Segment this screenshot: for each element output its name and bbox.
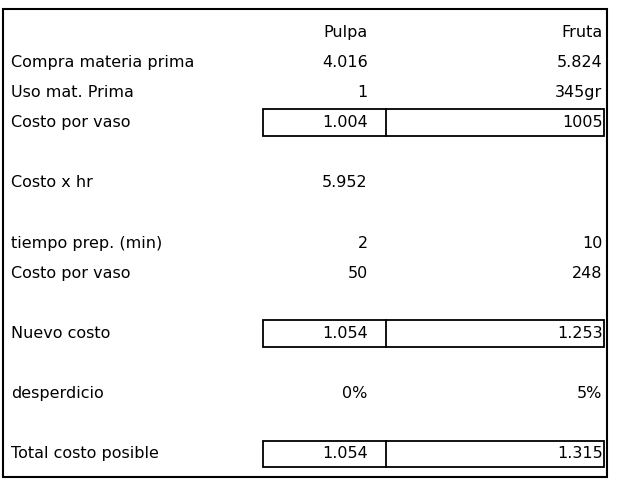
Bar [263,109,604,136]
Text: Pulpa: Pulpa [323,25,368,39]
Text: 1.054: 1.054 [322,447,368,461]
Text: Costo por vaso: Costo por vaso [11,115,130,130]
Text: Fruta: Fruta [561,25,603,39]
Text: 50: 50 [347,266,368,280]
Bar [263,320,604,347]
Text: Uso mat. Prima: Uso mat. Prima [11,85,134,100]
Text: 345gr: 345gr [556,85,603,100]
Text: 1.004: 1.004 [322,115,368,130]
Text: tiempo prep. (min): tiempo prep. (min) [11,236,163,250]
Text: desperdicio: desperdicio [11,386,104,401]
Text: Compra materia prima: Compra materia prima [11,55,195,69]
Text: 5.824: 5.824 [557,55,603,69]
Text: 1.054: 1.054 [322,326,368,341]
Text: 10: 10 [582,236,603,250]
Text: 5.952: 5.952 [322,175,368,190]
Text: Costo x hr: Costo x hr [11,175,93,190]
Text: Costo por vaso: Costo por vaso [11,266,130,280]
Text: Nuevo costo: Nuevo costo [11,326,111,341]
Text: 1005: 1005 [562,115,603,130]
Text: 1.315: 1.315 [557,447,603,461]
Text: 0%: 0% [342,386,368,401]
Text: 4.016: 4.016 [322,55,368,69]
Text: 1: 1 [357,85,368,100]
Bar [263,441,604,467]
Text: 2: 2 [358,236,368,250]
Text: Total costo posible: Total costo posible [11,447,159,461]
Text: 5%: 5% [577,386,603,401]
Text: 248: 248 [572,266,603,280]
Text: 1.253: 1.253 [557,326,603,341]
